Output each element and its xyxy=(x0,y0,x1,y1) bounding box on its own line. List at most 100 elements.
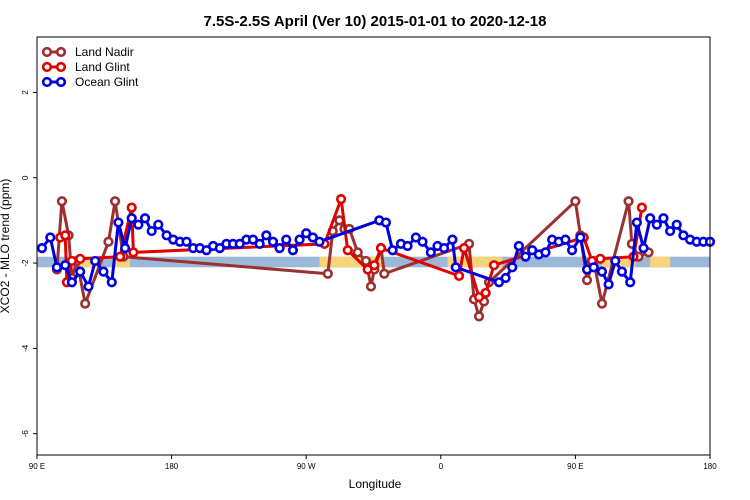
data-point xyxy=(625,277,636,288)
data-point xyxy=(314,236,325,247)
data-point xyxy=(60,230,71,241)
data-point xyxy=(287,245,299,256)
data-point xyxy=(110,196,121,207)
legend-item: Land Nadir xyxy=(41,45,134,59)
data-point xyxy=(417,236,428,247)
data-point xyxy=(447,234,458,245)
chart-title: 7.5S-2.5S April (Ver 10) 2015-01-01 to 2… xyxy=(204,13,547,30)
data-point xyxy=(596,266,608,277)
data-point xyxy=(114,251,126,262)
legend-marker xyxy=(55,46,67,58)
data-point xyxy=(473,292,485,303)
x-tick-label: 180 xyxy=(165,462,179,471)
band-segment-orange xyxy=(319,256,383,268)
data-point xyxy=(75,266,86,277)
data-point xyxy=(103,236,114,247)
data-point xyxy=(527,245,538,256)
data-point xyxy=(365,281,377,292)
x-axis-label: Longitude xyxy=(349,477,402,491)
data-point xyxy=(133,219,144,230)
x-tick-label: 90 E xyxy=(29,462,45,471)
data-point xyxy=(161,230,172,241)
legend-label: Land Glint xyxy=(75,60,130,74)
data-point xyxy=(480,287,491,299)
data-point xyxy=(596,298,608,309)
data-point xyxy=(566,245,578,256)
data-point xyxy=(51,262,63,273)
data-point xyxy=(254,238,265,249)
series-ocean-glint xyxy=(36,213,716,292)
data-point xyxy=(80,298,91,309)
legend-item: Ocean Glint xyxy=(41,75,139,89)
data-point xyxy=(616,266,628,277)
legend-marker xyxy=(55,61,67,73)
data-point xyxy=(146,225,157,237)
data-point xyxy=(139,213,151,224)
data-point xyxy=(113,217,124,228)
y-axis-label: XCO2 - MLO trend (ppm) xyxy=(0,179,12,314)
y-tick-label: 2 xyxy=(21,90,30,95)
data-point xyxy=(98,266,109,277)
data-point xyxy=(369,260,380,271)
legend-label: Ocean Glint xyxy=(75,75,139,89)
legend-item: Land Glint xyxy=(41,60,130,74)
data-point xyxy=(75,253,86,264)
data-point xyxy=(261,230,272,241)
data-point xyxy=(387,245,398,256)
data-point xyxy=(126,202,137,213)
data-point xyxy=(45,232,56,243)
data-point xyxy=(678,230,689,241)
data-point xyxy=(247,234,259,245)
data-point xyxy=(201,245,212,256)
series-land-glint xyxy=(55,193,647,303)
data-point xyxy=(379,268,390,279)
band-segment-orange xyxy=(113,256,131,268)
data-point xyxy=(425,247,436,258)
data-point xyxy=(575,232,586,243)
data-point xyxy=(380,217,392,228)
data-point xyxy=(119,243,131,254)
data-point xyxy=(375,243,387,254)
data-point xyxy=(671,219,682,230)
band-segment-orange xyxy=(447,256,503,268)
plot-frame xyxy=(36,36,711,456)
data-point xyxy=(126,213,137,224)
band-segment-orange xyxy=(650,256,671,268)
data-point xyxy=(36,243,48,254)
x-tick-label: 180 xyxy=(703,462,717,471)
legend-marker xyxy=(55,76,67,88)
data-point xyxy=(500,272,511,284)
data-point xyxy=(450,262,461,273)
data-point xyxy=(362,264,373,275)
x-tick-label: 90 E xyxy=(567,462,583,471)
data-point xyxy=(520,251,531,262)
data-point xyxy=(234,238,245,249)
data-point xyxy=(214,243,225,254)
data-point xyxy=(301,228,312,239)
data-point xyxy=(90,255,101,267)
data-point xyxy=(267,236,279,247)
data-point xyxy=(352,247,363,258)
data-point xyxy=(322,268,333,279)
data-point xyxy=(153,219,164,230)
data-point xyxy=(665,225,676,237)
data-point xyxy=(410,232,421,243)
data-point xyxy=(560,234,571,245)
data-point xyxy=(658,213,669,224)
series-layer xyxy=(36,193,716,322)
data-point xyxy=(439,243,450,254)
legend-marker xyxy=(41,46,53,58)
data-point xyxy=(453,270,465,281)
data-point xyxy=(636,202,647,213)
data-point xyxy=(638,243,649,254)
legend-marker xyxy=(41,61,53,73)
y-tick-label: 0 xyxy=(21,175,30,180)
data-point xyxy=(513,240,525,252)
data-point xyxy=(307,232,318,243)
data-point xyxy=(631,217,642,228)
data-point xyxy=(610,255,621,267)
data-point xyxy=(294,234,305,245)
data-point xyxy=(83,281,94,292)
data-point xyxy=(623,196,634,207)
